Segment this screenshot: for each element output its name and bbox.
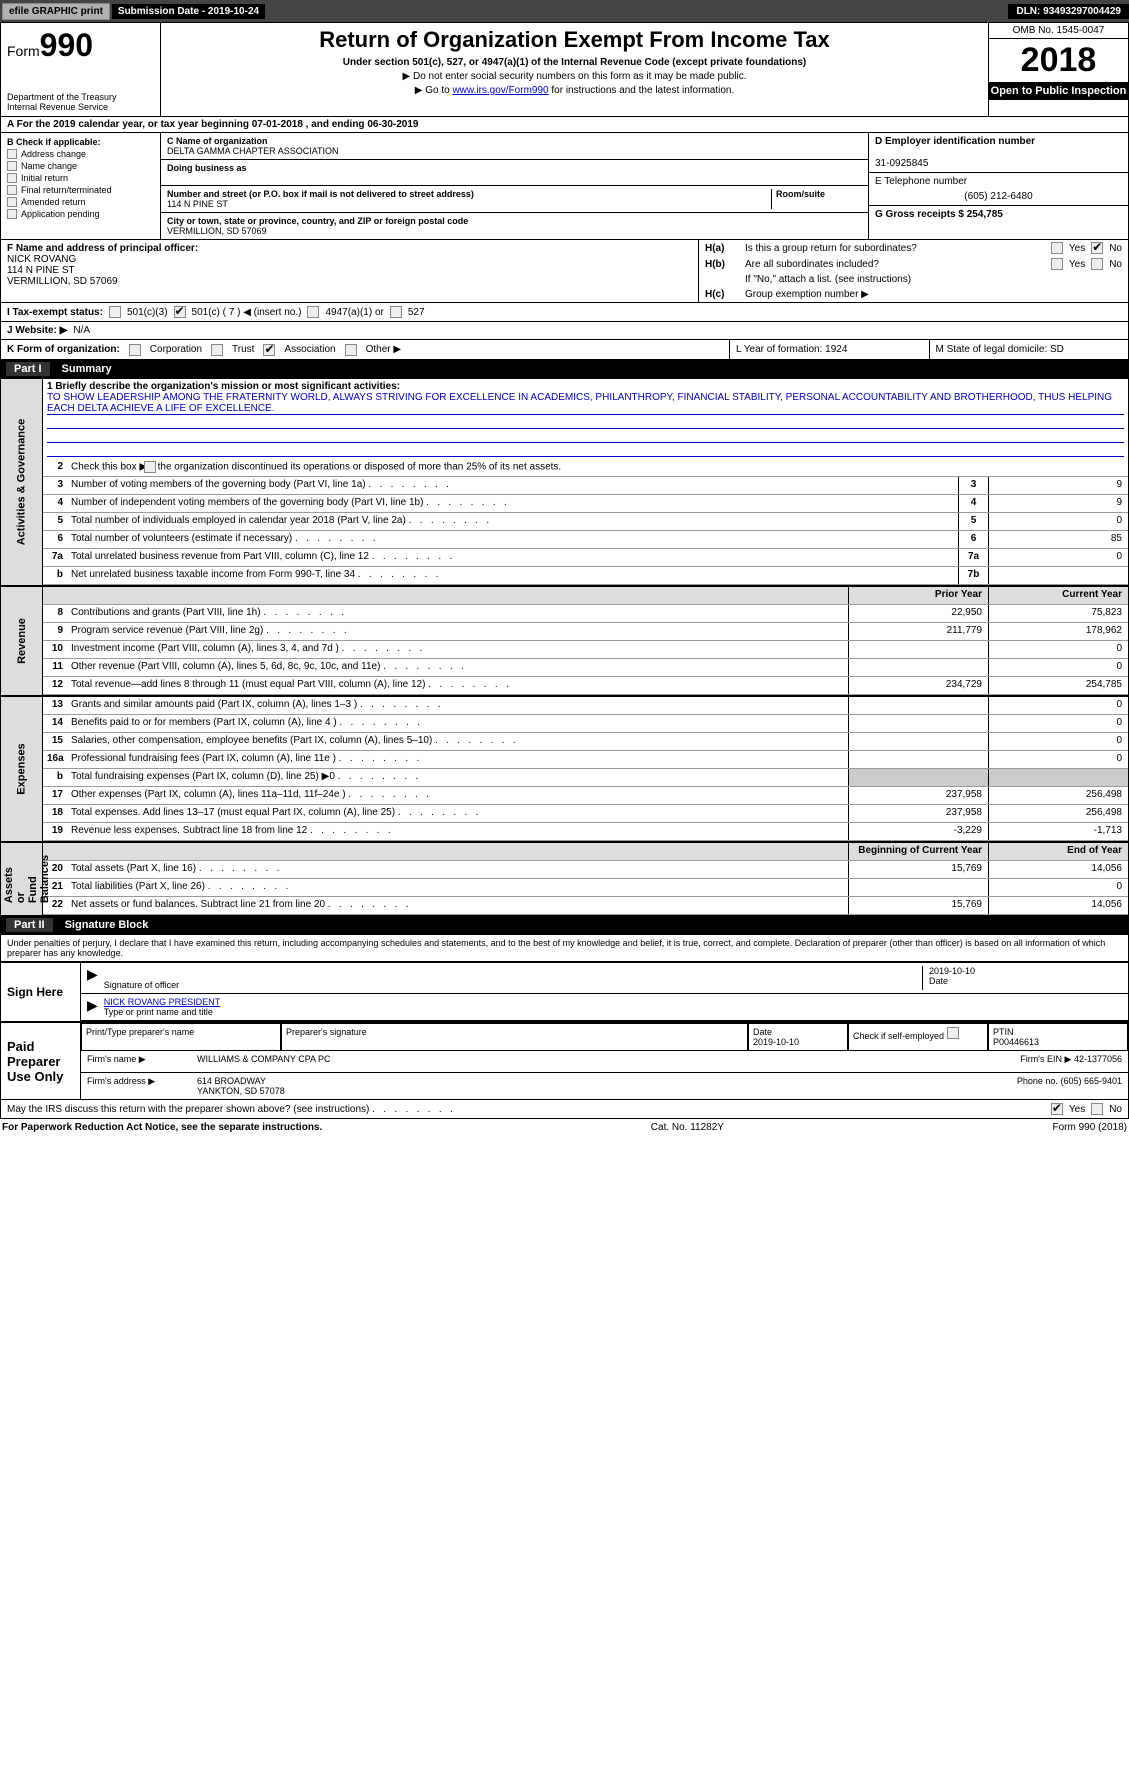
discuss-no[interactable] (1091, 1103, 1103, 1115)
officer-name-link[interactable]: NICK ROVANG PRESIDENT (104, 997, 220, 1007)
sign-date: 2019-10-10 (929, 966, 975, 976)
K-trust[interactable] (211, 344, 223, 356)
I-501c[interactable] (174, 306, 186, 318)
discuss-row: May the IRS discuss this return with the… (0, 1100, 1129, 1119)
org-name: DELTA GAMMA CHAPTER ASSOCIATION (167, 146, 339, 156)
Hb-no[interactable] (1091, 258, 1103, 270)
dln: DLN: 93493297004429 (1008, 4, 1129, 19)
I-4947[interactable] (307, 306, 319, 318)
firm-addr1: 614 BROADWAY (197, 1076, 266, 1086)
year-formation: L Year of formation: 1924 (730, 340, 930, 359)
website: N/A (73, 325, 90, 336)
col-DE: D Employer identification number31-09258… (868, 133, 1128, 239)
part1-na: Net Assets or Fund Balances Beginning of… (0, 842, 1129, 916)
row-K: K Form of organization: Corporation Trus… (0, 340, 729, 360)
K-other[interactable] (345, 344, 357, 356)
state-domicile: M State of legal domicile: SD (930, 340, 1129, 359)
Hb-yes[interactable] (1051, 258, 1063, 270)
colB-check[interactable] (7, 161, 17, 171)
declaration: Under penalties of perjury, I declare th… (0, 934, 1129, 962)
row-J: J Website: ▶ N/A (0, 322, 1129, 340)
street: 114 N PINE ST (167, 199, 228, 209)
part1-ag: Activities & Governance 1 Briefly descri… (0, 378, 1129, 586)
Ha-yes[interactable] (1051, 242, 1063, 254)
colB-check[interactable] (7, 197, 17, 207)
ptin: P00446613 (993, 1037, 1039, 1047)
officer-name: NICK ROVANG (7, 254, 76, 265)
tax-year: 2018 (989, 39, 1128, 82)
sign-block: Sign Here ▶Signature of officer2019-10-1… (0, 962, 1129, 1022)
form-title: Return of Organization Exempt From Incom… (169, 27, 980, 53)
row-I: I Tax-exempt status: 501(c)(3) 501(c) ( … (0, 303, 1129, 322)
K-assoc[interactable] (263, 344, 275, 356)
efile-btn[interactable]: efile GRAPHIC print (2, 3, 110, 20)
city: VERMILLION, SD 57069 (167, 226, 267, 236)
omb: OMB No. 1545-0047 (989, 23, 1128, 39)
open-public: Open to Public Inspection (989, 82, 1128, 100)
K-corp[interactable] (129, 344, 141, 356)
part2-header: Part IISignature Block (0, 916, 1129, 934)
block-F-H: F Name and address of principal officer:… (0, 240, 1129, 303)
topbar: efile GRAPHIC print Submission Date - 20… (0, 0, 1129, 22)
block-B-to-G: B Check if applicable: Address changeNam… (0, 133, 1129, 240)
row-A: A For the 2019 calendar year, or tax yea… (0, 117, 1129, 133)
irs-link[interactable]: www.irs.gov/Form990 (452, 85, 548, 96)
colB-check[interactable] (7, 209, 17, 219)
paid-preparer: Paid Preparer Use Only Print/Type prepar… (0, 1022, 1129, 1100)
mission: 1 Briefly describe the organization's mi… (43, 379, 1128, 459)
Ha-no[interactable] (1091, 242, 1103, 254)
phone: (605) 212-6480 (875, 191, 1122, 202)
part1-header: Part ISummary (0, 360, 1129, 378)
form-number: Form990 (7, 27, 154, 64)
col-B: B Check if applicable: Address changeNam… (1, 133, 161, 239)
note-ssn: ▶ Do not enter social security numbers o… (169, 71, 980, 82)
part1-rev: Revenue Prior YearCurrent Year 8Contribu… (0, 586, 1129, 696)
ein: 31-0925845 (875, 158, 928, 169)
colB-check[interactable] (7, 185, 17, 195)
I-527[interactable] (390, 306, 402, 318)
colB-check[interactable] (7, 173, 17, 183)
form-subtitle: Under section 501(c), 527, or 4947(a)(1)… (169, 57, 980, 68)
firm-name: WILLIAMS & COMPANY CPA PC (197, 1054, 331, 1069)
colB-check[interactable] (7, 149, 17, 159)
l2-check[interactable] (144, 461, 156, 473)
note-link: ▶ Go to www.irs.gov/Form990 for instruct… (169, 85, 980, 96)
self-employed-check[interactable] (947, 1027, 959, 1039)
discuss-yes[interactable] (1051, 1103, 1063, 1115)
page-footer: For Paperwork Reduction Act Notice, see … (0, 1119, 1129, 1136)
firm-addr2: YANKTON, SD 57078 (197, 1086, 285, 1096)
gross-receipts: G Gross receipts $ 254,785 (875, 209, 1003, 220)
col-C: C Name of organizationDELTA GAMMA CHAPTE… (161, 133, 868, 239)
part1-exp: Expenses 13Grants and similar amounts pa… (0, 696, 1129, 842)
firm-phone: (605) 665-9401 (1060, 1076, 1122, 1086)
dept: Department of the Treasury Internal Reve… (7, 92, 154, 112)
prep-date: 2019-10-10 (753, 1037, 799, 1047)
I-501c3[interactable] (109, 306, 121, 318)
firm-ein: 42-1377056 (1074, 1054, 1122, 1064)
submission-label: Submission Date - 2019-10-24 (112, 4, 265, 19)
form-header: Form990 Department of the Treasury Inter… (0, 22, 1129, 117)
